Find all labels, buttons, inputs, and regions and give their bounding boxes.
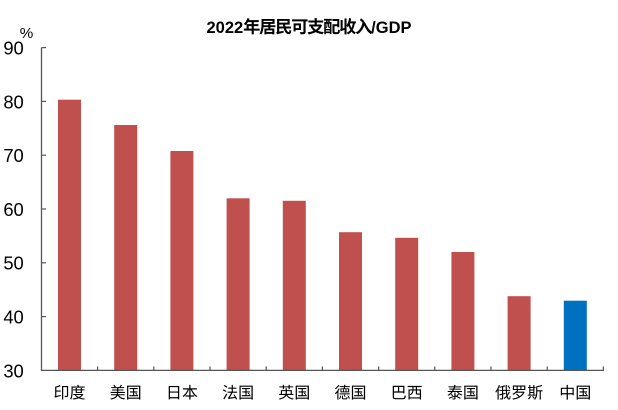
svg-text:%: % [20,25,34,42]
svg-text:50: 50 [3,253,23,274]
svg-text:90: 90 [3,38,23,59]
svg-text:80: 80 [3,91,23,112]
svg-text:30: 30 [3,360,23,381]
svg-text:40: 40 [3,307,23,328]
svg-text:/GDP: /GDP [371,19,411,37]
svg-text:2022: 2022 [206,19,243,37]
svg-text:60: 60 [3,199,23,220]
svg-text:70: 70 [3,145,23,166]
